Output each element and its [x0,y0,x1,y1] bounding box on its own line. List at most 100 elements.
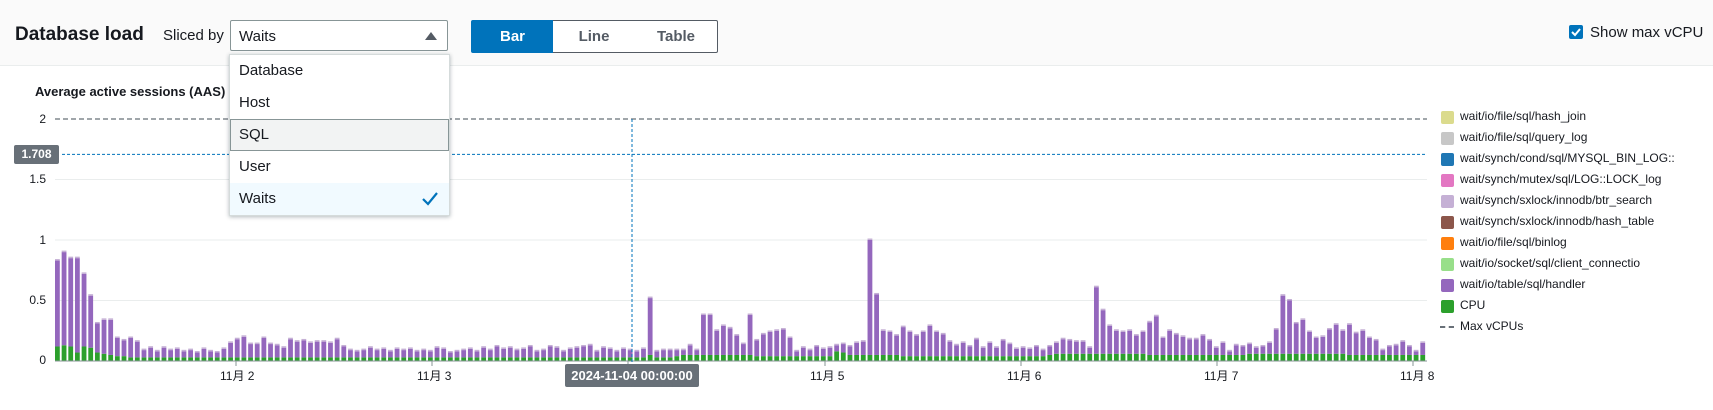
bar-segment [767,331,773,357]
bar-segment [1080,341,1086,354]
bar-segment [154,357,160,361]
dropdown-option-sql[interactable]: SQL [230,119,449,151]
bar-segment [1113,330,1119,354]
view-tab-table[interactable]: Table [635,20,718,53]
bar-segment [334,339,340,358]
bar-segment [1207,354,1213,361]
bar-segment [1140,331,1146,354]
bar-segment [1140,353,1146,361]
bar-segment [747,315,753,355]
bar-segment [301,340,307,358]
bar-segment [474,351,480,358]
bar-segment [814,356,820,361]
bar-cap [1107,324,1113,326]
bar-cap [188,348,193,351]
x-tick-label: 11月 2 [220,369,255,383]
bar-segment [1000,356,1006,361]
y-tick-label: 0.5 [29,293,46,307]
bar-segment [441,357,447,361]
bar-segment [268,357,273,361]
dropdown-option-user[interactable]: User [239,158,271,175]
load-chart[interactable] [0,0,1440,410]
y-tick-label: 0 [39,353,46,367]
bar-segment [487,357,493,361]
bar-segment [314,341,320,358]
bar-cap [527,344,533,347]
bar-cap [381,347,387,349]
bar-segment [681,350,686,355]
bar-segment [1167,354,1173,361]
show-max-vcpu-checkbox[interactable] [1569,25,1583,39]
bar-segment [654,351,660,358]
bar-segment [108,354,114,361]
dropdown-option-database[interactable]: Database [239,62,304,79]
bar-segment [121,356,127,361]
bar-segment [234,339,240,358]
bar-segment [914,356,919,361]
bar-segment [994,356,999,361]
bar-segment [1207,340,1213,355]
bar-segment [1347,354,1352,361]
bar-cap [268,342,273,345]
bar-segment [1400,354,1406,361]
bar-segment [894,335,899,355]
bar-segment [987,342,993,357]
bar-cap [1400,340,1406,342]
bar-segment [401,350,407,358]
bar-cap [1060,337,1066,340]
legend-swatch [1441,258,1454,271]
bar-cap [561,349,566,352]
legend-swatch [1441,111,1454,124]
bar-cap [447,351,453,353]
bar-segment [1273,353,1279,361]
bar-cap [55,259,60,261]
bar-cap [707,313,713,316]
bar-segment [561,357,566,361]
bar-segment [934,331,939,357]
bar-segment [181,351,187,358]
bar-cap [427,349,433,352]
bar-cap [501,347,507,349]
bar-segment [1280,353,1286,361]
sliced-by-select[interactable]: Waits [230,20,448,51]
bar-cap [794,349,800,352]
bar-segment [794,356,800,361]
bar-cap [1040,348,1046,351]
bar-segment [1147,354,1153,361]
bar-segment [434,357,440,361]
show-max-vcpu-label[interactable]: Show max vCPU [1590,24,1704,41]
bar-segment [1047,346,1053,355]
bar-segment [228,357,233,361]
bar-segment [1233,345,1239,355]
bar-segment [414,351,420,358]
bar-segment [614,357,620,361]
bar-segment [1054,342,1059,354]
bar-segment [920,331,926,357]
bar-segment [860,341,866,355]
bar-cap [1273,328,1279,330]
bar-segment [1260,346,1266,354]
bar-segment [308,357,313,361]
bar-segment [661,357,666,361]
bar-segment [794,351,800,357]
bar-cap [627,348,633,351]
bar-segment [1420,354,1426,361]
bar-segment [907,331,913,357]
dropdown-option-waits[interactable]: Waits [230,183,449,215]
bar-segment [134,357,140,361]
dropdown-option-host[interactable]: Host [239,94,270,111]
legend-label: wait/io/file/sql/hash_join [1460,109,1587,123]
bar-segment [967,346,973,357]
x-tick-label: 11月 6 [1007,369,1042,383]
bar-segment [787,356,793,361]
bar-cap [1247,342,1252,345]
bar-segment [201,357,207,361]
bar-segment [1213,354,1219,361]
bar-segment [414,357,420,361]
bar-cap [587,343,593,346]
bar-segment [1200,354,1206,361]
bar-cap [1387,344,1392,347]
legend-dash-swatch [1440,326,1454,328]
view-tab-line[interactable]: Line [553,20,636,53]
bar-cap [481,346,487,348]
